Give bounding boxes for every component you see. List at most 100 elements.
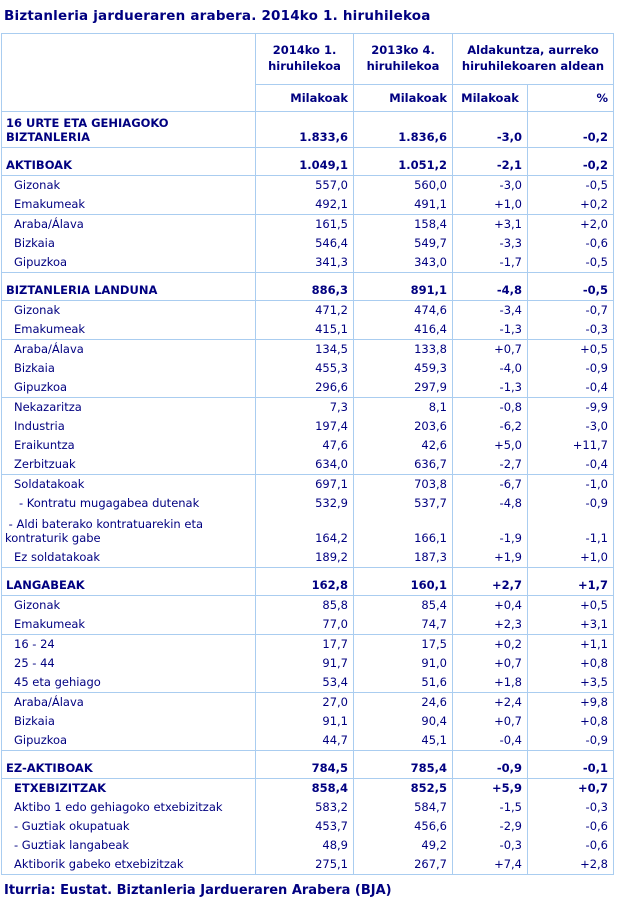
cell-value: -3,4 — [452, 300, 528, 320]
row-label: Industria — [14, 419, 65, 434]
cell-value: -4,0 — [452, 359, 528, 378]
cell-value: +0,4 — [452, 595, 528, 615]
cell-value: -4,8 — [452, 494, 528, 513]
cell-value: +0,7 — [452, 712, 528, 731]
cell-value: 455,3 — [255, 359, 354, 378]
cell-value: +7,4 — [452, 855, 528, 875]
page-title: Biztanleria jardueraren arabera. 2014ko … — [4, 8, 431, 24]
cell-value: -1,3 — [452, 320, 528, 340]
cell-value: +1,7 — [527, 567, 614, 596]
cell-value: 85,8 — [255, 595, 354, 615]
cell-value: 166,1 — [353, 513, 453, 548]
cell-value: -0,4 — [452, 731, 528, 751]
table-row: Aktibo 1 edo gehiagoko etxebizitzak 583,2… — [2, 798, 614, 817]
cell-value: +1,1 — [527, 634, 614, 654]
cell-value: 27,0 — [255, 692, 354, 712]
source-note: Iturria: Eustat. Biztanleria Jardueraren… — [4, 883, 392, 898]
cell-value: -3,3 — [452, 234, 528, 253]
subheader-milakoak-2013: Milakoak — [353, 84, 453, 112]
row-label: Ez soldatakoak — [1, 548, 256, 568]
cell-value: 158,4 — [353, 214, 453, 234]
cell-value: -1,9 — [452, 513, 528, 548]
table-row: - Guztiak langabeak 48,9 49,2 -0,3 -0,6 — [2, 836, 614, 855]
cell-value: 1.051,2 — [353, 147, 453, 176]
cell-value: 24,6 — [353, 692, 453, 712]
table-row: Araba/Álava 134,5 133,8 +0,7 +0,5 — [2, 339, 614, 359]
row-label: AKTIBOAK — [1, 147, 256, 176]
cell-value: 532,9 — [255, 494, 354, 513]
cell-value: -0,9 — [527, 731, 614, 751]
cell-value: +0,8 — [527, 712, 614, 731]
row-label: Gipuzkoa — [1, 731, 256, 751]
population-activity-table: 2014ko 1. hiruhilekoa 2013ko 4. hiruhile… — [1, 33, 614, 875]
cell-value: 491,1 — [353, 195, 453, 215]
cell-value: 203,6 — [353, 417, 453, 436]
row-label: Nekazaritza — [14, 400, 82, 415]
cell-value: +3,1 — [527, 615, 614, 635]
cell-value: 785,4 — [353, 750, 453, 779]
cell-value: 297,9 — [353, 378, 453, 398]
cell-value: 886,3 — [255, 272, 354, 301]
cell-value: 161,5 — [255, 214, 354, 234]
cell-value: 162,8 — [255, 567, 354, 596]
table-row: Gizonak 471,2 474,6 -3,4 -0,7 — [2, 300, 614, 320]
cell-value: -0,9 — [527, 359, 614, 378]
cell-value: 784,5 — [255, 750, 354, 779]
cell-value: 549,7 — [353, 234, 453, 253]
header-row-units: Milakoak Milakoak Milakoak % — [2, 84, 614, 112]
row-label: Gizonak — [14, 178, 61, 193]
cell-value: -1,7 — [452, 253, 528, 273]
table-row: Ez soldatakoak 189,2 187,3 +1,9 +1,0 — [1, 548, 614, 568]
cell-value: +9,8 — [527, 692, 614, 712]
cell-value: 91,1 — [255, 712, 354, 731]
table-row: Gizonak 557,0 560,0 -3,0 -0,5 — [2, 175, 614, 195]
cell-value: 584,7 — [353, 798, 453, 817]
table-row: Araba/Álava 161,5 158,4 +3,1 +2,0 — [2, 214, 614, 234]
cell-value: -0,9 — [527, 494, 614, 513]
cell-value: -2,1 — [452, 147, 528, 176]
cell-value: -0,2 — [527, 111, 614, 148]
cell-value: 77,0 — [255, 615, 354, 635]
cell-value: 537,7 — [353, 494, 453, 513]
row-label: Gizonak — [14, 598, 61, 613]
row-label: BIZTANLERIA LANDUNA — [1, 272, 256, 301]
cell-value: -0,3 — [452, 836, 528, 855]
cell-value: 44,7 — [255, 731, 354, 751]
table-row: LANGABEAK 162,8 160,1 +2,7 +1,7 — [1, 567, 614, 596]
cell-value: +0,7 — [527, 778, 614, 798]
cell-value: +0,2 — [452, 634, 528, 654]
cell-value: 51,6 — [353, 673, 453, 693]
cell-value: -0,5 — [527, 175, 614, 195]
cell-value: +2,3 — [452, 615, 528, 635]
cell-value: 133,8 — [353, 339, 453, 359]
subheader-milakoak-change: Milakoak — [452, 84, 528, 112]
cell-value: 546,4 — [255, 234, 354, 253]
table-row: Gipuzkoa 296,6 297,9 -1,3 -0,4 — [1, 378, 614, 398]
table-row: Gipuzkoa 341,3 343,0 -1,7 -0,5 — [1, 253, 614, 273]
row-label: Araba/Álava — [14, 217, 84, 232]
cell-value: 91,0 — [353, 654, 453, 673]
cell-value: 17,5 — [353, 634, 453, 654]
table-row: - Kontratu mugagabea dutenak 532,9 537,7 -4… — [2, 494, 614, 513]
table-row: Gizonak 85,8 85,4 +0,4 +0,5 — [2, 595, 614, 615]
cell-value: 697,1 — [255, 474, 354, 494]
cell-value: 852,5 — [353, 778, 453, 798]
row-label: 16 - 24 — [14, 637, 55, 652]
row-label: Gizonak — [14, 303, 61, 318]
cell-value: -0,4 — [527, 455, 614, 475]
column-header-2013q4: 2013ko 4. hiruhilekoa — [353, 33, 453, 85]
cell-value: 343,0 — [353, 253, 453, 273]
table-row: EZ-AKTIBOAK 784,5 785,4 -0,9 -0,1 — [1, 750, 614, 779]
cell-value: 47,6 — [255, 436, 354, 455]
table-header: 2014ko 1. hiruhilekoa 2013ko 4. hiruhile… — [1, 33, 614, 112]
cell-value: -1,5 — [452, 798, 528, 817]
row-label: Bizkaia — [14, 714, 55, 729]
table-row: Gipuzkoa 44,7 45,1 -0,4 -0,9 — [1, 731, 614, 751]
cell-value: +0,5 — [527, 595, 614, 615]
cell-value: +1,8 — [452, 673, 528, 693]
row-label: Bizkaia — [14, 236, 55, 251]
cell-value: -0,9 — [452, 750, 528, 779]
cell-value: +0,5 — [527, 339, 614, 359]
cell-value: 459,3 — [353, 359, 453, 378]
cell-value: 474,6 — [353, 300, 453, 320]
